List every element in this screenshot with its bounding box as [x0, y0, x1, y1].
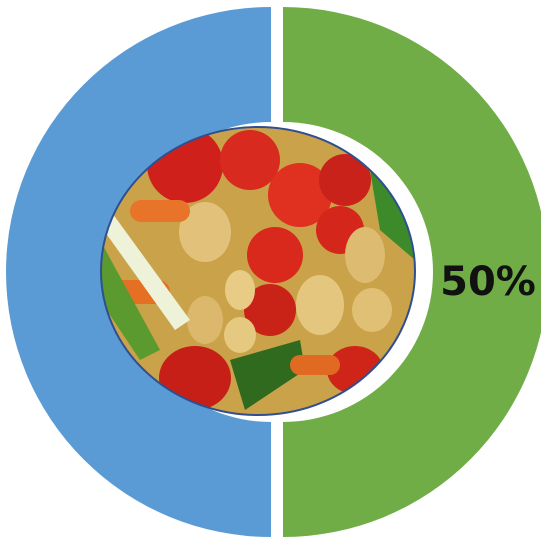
value-label: 50%: [440, 259, 536, 305]
donut-slice: [6, 7, 271, 537]
labels: 50%: [440, 259, 536, 305]
donut: [6, 7, 541, 537]
center-photo: [101, 127, 415, 415]
donut-slice: [283, 7, 541, 537]
photo-border: [100, 126, 416, 416]
